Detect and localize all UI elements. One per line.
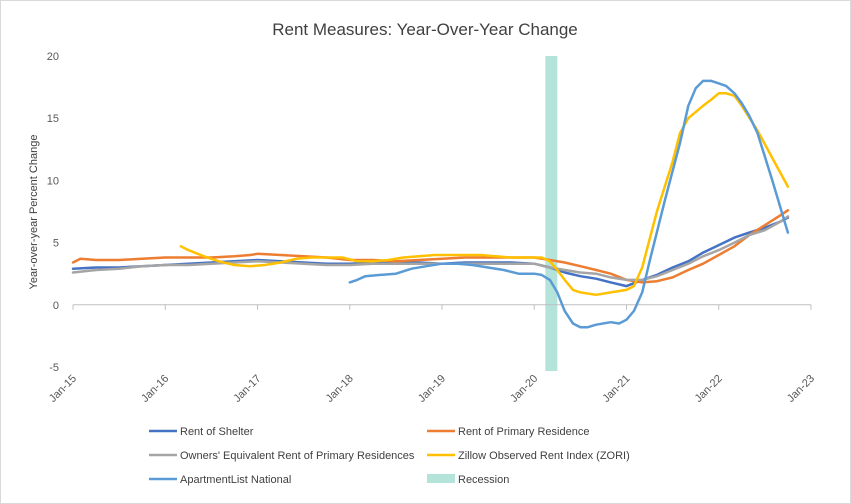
legend-swatch-box	[427, 474, 455, 483]
series-line-apartmentlist-national	[348, 79, 790, 329]
axes-layer: -5 0 5 10 15 20 Jan-15 Jan-16 Jan-17 Jan-18 Jan-19…	[47, 51, 817, 405]
legend-label: ApartmentList National	[180, 474, 291, 486]
y-tick-label: 10	[47, 175, 59, 187]
x-tick-label: Jan-21	[600, 373, 632, 405]
y-tick-label: 20	[47, 51, 59, 63]
legend-label: Owners' Equivalent Rent of Primary Resid…	[180, 450, 415, 462]
x-tick-label: Jan-16	[139, 373, 171, 405]
legend-label: Rent of Shelter	[180, 426, 254, 438]
x-tick-label: Jan-20	[508, 373, 540, 405]
y-tick-label: -5	[49, 362, 59, 374]
legend: Rent of Shelter Rent of Primary Residence…	[149, 426, 630, 486]
legend-label: Recession	[458, 474, 509, 486]
y-tick-label: 0	[53, 300, 59, 312]
legend-label: Zillow Observed Rent Index (ZORI)	[458, 450, 630, 462]
chart-title: Rent Measures: Year-Over-Year Change	[272, 20, 578, 39]
recession-layer	[545, 56, 558, 371]
x-tick-label: Jan-18	[324, 373, 356, 405]
y-axis-label: Year-over-year Percent Change	[28, 135, 40, 290]
x-tick-label: Jan-23	[785, 373, 817, 405]
x-tick-label: Jan-17	[231, 373, 263, 405]
x-tick-label: Jan-22	[693, 373, 725, 405]
y-tick-label: 15	[47, 113, 59, 125]
series-line-rent-of-shelter	[71, 216, 790, 288]
series-line-rent-of-primary-residence	[71, 209, 790, 284]
x-tick-label: Jan-15	[47, 373, 79, 405]
legend-label: Rent of Primary Residence	[458, 426, 589, 438]
series-line-owners-equivalent-rent-of-primary-residences	[71, 215, 790, 282]
series-line-zillow-observed-rent-index-zori	[179, 92, 790, 297]
x-tick-label: Jan-19	[416, 373, 448, 405]
y-tick-label: 5	[53, 238, 59, 250]
recession-band	[545, 56, 558, 371]
series-layer	[71, 79, 790, 329]
